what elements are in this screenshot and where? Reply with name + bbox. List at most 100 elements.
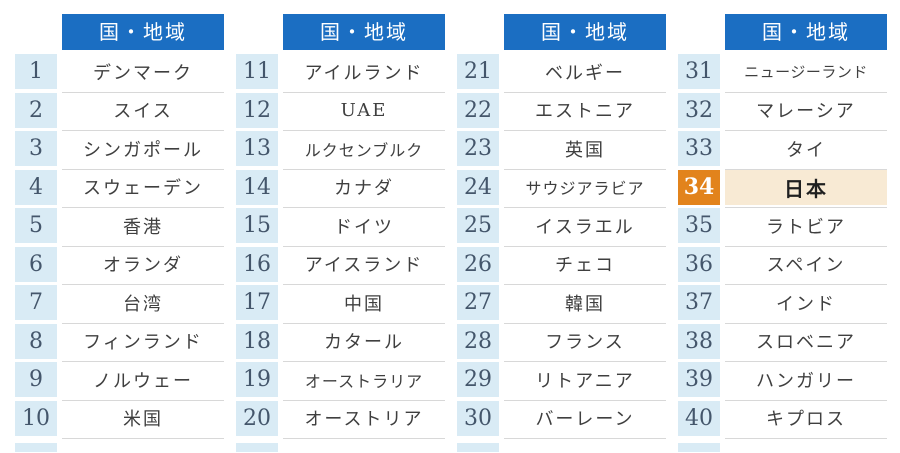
ranking-column-group-4: 国・地域 31 ニュージーランド 32 マレーシア 33 タイ 34 日本 35 ラトビア 36 スペイ… (678, 14, 887, 453)
ranking-row: 38 スロベニア (678, 323, 887, 362)
ranking-row: 19 オーストラリア (236, 362, 445, 401)
country-cell: ルクセンブルク (283, 131, 445, 170)
country-cell: 米国 (62, 401, 224, 439)
country-label: バーレーン (535, 409, 635, 431)
country-label: カナダ (334, 178, 394, 200)
rank-cell: 33 (678, 131, 720, 166)
country-cell: カナダ (283, 170, 445, 208)
ranking-row: 3 シンガポール (15, 131, 224, 170)
country-label: 台湾 (123, 293, 163, 315)
rank-cell: 9 (15, 362, 57, 397)
rank-cell: 37 (678, 285, 720, 320)
ranking-column-group-3: 国・地域 21 ベルギー 22 エストニア 23 英国 24 サウジアラビア 25 イスラエル 26 チ… (457, 14, 666, 453)
rank-continuation-strip (457, 442, 499, 452)
rank-cell: 28 (457, 323, 499, 359)
country-cell: アイルランド (283, 54, 445, 93)
ranking-row: 16 アイスランド (236, 246, 445, 285)
rank-cell: 8 (15, 323, 57, 359)
rank-cell: 10 (15, 400, 57, 436)
country-label: ハンガリー (756, 370, 856, 392)
country-label: スウェーデン (83, 178, 203, 200)
country-cell: マレーシア (725, 93, 887, 131)
ranking-row: 35 ラトビア (678, 208, 887, 247)
column-header: 国・地域 (62, 14, 224, 50)
ranking-row: 32 マレーシア (678, 92, 887, 131)
rank-cell: 1 (15, 54, 57, 89)
ranking-rows: 1 デンマーク 2 スイス 3 シンガポール 4 スウェーデン 5 香港 6 オランダ 7 台湾 8 フィンラ… (15, 54, 224, 452)
country-label: タイ (786, 139, 826, 161)
country-cell: イスラエル (504, 208, 666, 247)
country-label: UAE (340, 99, 388, 121)
rank-cell: 11 (236, 54, 278, 89)
column-header: 国・地域 (725, 14, 887, 50)
rank-cell: 24 (457, 169, 499, 205)
country-cell: 台湾 (62, 285, 224, 324)
ranking-row: 27 韓国 (457, 285, 666, 324)
country-cell: UAE (283, 93, 445, 131)
ranking-row: 23 英国 (457, 131, 666, 170)
ranking-row: 15 ドイツ (236, 208, 445, 247)
country-cell: フランス (504, 324, 666, 362)
ranking-row: 40 キプロス (678, 400, 887, 439)
rank-cell: 32 (678, 92, 720, 128)
rank-cell: 12 (236, 92, 278, 128)
country-cell: ベルギー (504, 54, 666, 93)
country-label: アイルランド (304, 62, 424, 84)
rank-cell: 21 (457, 54, 499, 89)
rank-cell: 20 (236, 400, 278, 436)
country-label: 中国 (344, 293, 384, 315)
country-label: 英国 (565, 139, 605, 161)
country-cell: インド (725, 285, 887, 324)
country-label: ルクセンブルク (304, 140, 424, 160)
country-cell: オランダ (62, 247, 224, 285)
ranking-row: 13 ルクセンブルク (236, 131, 445, 170)
country-cell: 韓国 (504, 285, 666, 324)
country-cell: カタール (283, 324, 445, 362)
country-cell: スイス (62, 93, 224, 131)
country-label: ニュージーランド (744, 63, 868, 82)
country-label: ドイツ (334, 216, 394, 238)
country-cell: チェコ (504, 247, 666, 285)
country-label: ノルウェー (93, 370, 193, 392)
country-label: インド (776, 293, 836, 315)
country-label: イスラエル (535, 216, 635, 238)
ranking-row: 30 バーレーン (457, 400, 666, 439)
ranking-column-group-1: 国・地域 1 デンマーク 2 スイス 3 シンガポール 4 スウェーデン 5 香港 6 オランダ 7 台湾 8… (15, 14, 224, 453)
ranking-row: 6 オランダ (15, 246, 224, 285)
country-cell: アイスランド (283, 247, 445, 285)
ranking-row: 26 チェコ (457, 246, 666, 285)
rank-cell: 7 (15, 285, 57, 320)
ranking-row: 18 カタール (236, 323, 445, 362)
country-cell: リトアニア (504, 362, 666, 401)
country-cell: ノルウェー (62, 362, 224, 401)
ranking-row: 1 デンマーク (15, 54, 224, 93)
ranking-row: 33 タイ (678, 131, 887, 170)
ranking-row: 37 インド (678, 285, 887, 324)
column-header: 国・地域 (283, 14, 445, 50)
country-label: スペイン (766, 255, 846, 277)
column-header: 国・地域 (504, 14, 666, 50)
country-label: リトアニア (535, 370, 635, 392)
country-cell: デンマーク (62, 54, 224, 93)
ranking-row: 4 スウェーデン (15, 169, 224, 208)
ranking-row: 7 台湾 (15, 285, 224, 324)
country-label: オーストリア (304, 409, 424, 431)
country-label: ベルギー (545, 62, 625, 84)
rank-cell: 30 (457, 400, 499, 436)
ranking-row: 20 オーストリア (236, 400, 445, 439)
country-cell: ニュージーランド (725, 54, 887, 93)
country-cell: オーストリア (283, 401, 445, 439)
country-label: オーストラリア (304, 371, 424, 391)
country-label: スイス (113, 101, 173, 123)
country-label: ラトビア (766, 216, 846, 238)
rank-cell: 3 (15, 131, 57, 166)
rank-cell: 22 (457, 92, 499, 128)
country-label: 韓国 (565, 293, 605, 315)
country-cell: ハンガリー (725, 362, 887, 401)
country-cell: ドイツ (283, 208, 445, 247)
rank-cell: 2 (15, 92, 57, 128)
rank-cell: 38 (678, 323, 720, 359)
ranking-row: 39 ハンガリー (678, 362, 887, 401)
ranking-rows: 11 アイルランド 12 UAE 13 ルクセンブルク 14 カナダ 15 ドイツ 16 アイスランド… (236, 54, 445, 452)
country-cell: 英国 (504, 131, 666, 170)
